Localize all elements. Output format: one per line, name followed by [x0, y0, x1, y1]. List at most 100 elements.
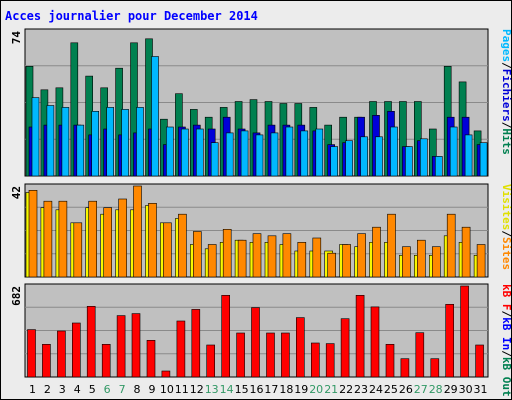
bar-kb-kb-f-day-27: [415, 332, 425, 378]
x-tick-label: 21: [324, 383, 338, 396]
bar-kb-kb-f-day-22: [340, 318, 350, 378]
x-tick-label: 15: [235, 383, 249, 396]
bar-visits-sites-sites-day-31: [476, 244, 486, 278]
x-tick-label: 25: [384, 383, 398, 396]
bar-hits-files-pages-pages-day-17: [270, 132, 279, 177]
bar-hits-files-pages-pages-day-27: [419, 138, 428, 177]
bar-visits-sites-sites-day-16: [252, 233, 262, 278]
bar-visits-sites-sites-day-25: [387, 213, 396, 278]
bar-visits-sites-sites-day-11: [178, 213, 187, 278]
bar-visits-sites-sites-day-8: [133, 185, 142, 278]
bar-kb-kb-f-day-21: [325, 343, 335, 378]
x-tick-label: 7: [119, 383, 126, 396]
legend-panel2: Visites/Sites: [500, 184, 511, 270]
x-tick-label: 29: [444, 383, 458, 396]
bar-visits-sites-sites-day-30: [461, 226, 471, 278]
bar-visits-sites-sites-day-1: [28, 190, 38, 278]
bar-kb-kb-f-day-28: [430, 358, 440, 378]
bar-kb-kb-f-day-29: [445, 303, 455, 378]
bar-hits-files-pages-pages-day-12: [196, 128, 204, 177]
bar-kb-kb-f-day-13: [206, 344, 215, 378]
chart-title: Acces journalier pour December 2014: [5, 9, 258, 23]
bar-kb-kb-f-day-31: [475, 344, 484, 378]
bar-kb-kb-f-day-7: [116, 315, 126, 378]
y-max-label: 42: [10, 186, 23, 199]
bar-visits-sites-sites-day-17: [267, 235, 277, 278]
bar-hits-files-pages-pages-day-16: [255, 134, 264, 177]
x-tick-label: 28: [429, 383, 443, 396]
bar-kb-kb-f-day-5: [86, 305, 96, 378]
x-tick-label: 11: [175, 383, 189, 396]
bar-kb-kb-f-day-20: [310, 342, 320, 378]
bar-hits-files-pages-pages-day-15: [240, 130, 249, 177]
bar-visits-sites-sites-day-18: [282, 233, 292, 278]
legend-panel3: kB F/kB In/kB Out: [500, 284, 511, 397]
bar-hits-files-pages-pages-day-29: [449, 126, 458, 177]
bar-visits-sites-sites-day-27: [416, 239, 426, 278]
bar-hits-files-pages-pages-day-8: [136, 107, 144, 177]
x-tick-label: 1: [29, 383, 36, 396]
x-tick-label: 4: [74, 383, 81, 396]
bar-visits-sites-sites-day-15: [237, 239, 247, 278]
x-tick-label: 8: [134, 383, 141, 396]
bar-visits-sites-sites-day-4: [73, 222, 83, 278]
bar-hits-files-pages-pages-day-1: [31, 97, 40, 177]
x-tick-label: 14: [220, 383, 234, 396]
x-tick-label: 26: [399, 383, 413, 396]
bar-visits-sites-sites-day-5: [88, 200, 97, 278]
bar-kb-kb-f-day-26: [400, 358, 410, 378]
bar-kb-kb-f-day-18: [281, 332, 290, 378]
bar-kb-kb-f-day-30: [460, 285, 469, 378]
bar-kb-kb-f-day-4: [72, 322, 81, 378]
bar-kb-kb-f-day-23: [355, 294, 365, 378]
bar-kb-kb-f-day-3: [57, 330, 66, 378]
bar-hits-files-pages-pages-day-14: [225, 132, 234, 177]
x-tick-label: 18: [279, 383, 293, 396]
legend-panel1: Pages/Fichiers/Hits: [500, 29, 511, 155]
x-tick-label: 12: [190, 383, 204, 396]
bar-visits-sites-sites-day-13: [207, 244, 217, 278]
bar-visits-sites-sites-day-14: [222, 229, 232, 278]
bar-kb-kb-f-day-19: [295, 317, 305, 378]
bar-kb-kb-f-day-10: [161, 370, 171, 378]
x-tick-label: 3: [59, 383, 66, 396]
bar-visits-sites-sites-day-29: [446, 213, 456, 278]
x-tick-label: 20: [309, 383, 323, 396]
y-max-label: 74: [10, 31, 23, 45]
bar-visits-sites-sites-day-7: [118, 198, 127, 278]
x-tick-label: 2: [44, 383, 51, 396]
bar-hits-files-pages-pages-day-20: [315, 128, 324, 177]
bar-hits-files-pages-pages-day-6: [106, 107, 114, 177]
bar-hits-files-pages-pages-day-11: [181, 128, 189, 177]
bar-kb-kb-f-day-6: [101, 343, 111, 378]
x-tick-label: 17: [264, 383, 278, 396]
x-tick-label: 23: [354, 383, 368, 396]
legend-entry: Visites: [500, 184, 511, 230]
x-tick-label: 22: [339, 383, 353, 396]
bar-hits-files-pages-pages-day-3: [61, 107, 70, 177]
bar-kb-kb-f-day-8: [131, 313, 141, 378]
bar-hits-files-pages-pages-day-24: [375, 136, 383, 177]
x-tick-label: 19: [294, 383, 308, 396]
legend-entry: Sites: [500, 237, 511, 270]
bar-hits-files-pages-pages-day-23: [360, 136, 368, 177]
bar-visits-sites-sites-day-9: [148, 203, 157, 278]
bar-hits-files-pages-pages-day-19: [300, 130, 309, 177]
x-tick-label: 16: [250, 383, 264, 396]
bar-visits-sites-sites-day-10: [163, 222, 172, 278]
legend-entry: Fichiers: [500, 69, 511, 122]
x-tick-label: 27: [414, 383, 428, 396]
x-tick-label: 5: [89, 383, 96, 396]
bar-visits-sites-sites-day-6: [103, 207, 112, 278]
bar-visits-sites-sites-day-20: [312, 237, 322, 278]
x-tick-label: 24: [369, 383, 383, 396]
bar-kb-kb-f-day-2: [42, 343, 51, 378]
bar-hits-files-pages-pages-day-18: [285, 126, 294, 177]
x-tick-label: 31: [474, 383, 488, 396]
bar-visits-sites-sites-day-21: [327, 252, 337, 278]
legend-entry: /: [500, 62, 511, 69]
bar-visits-sites-sites-day-24: [372, 226, 381, 278]
x-tick-label: 6: [104, 383, 111, 396]
x-tick-label: 9: [149, 383, 156, 396]
